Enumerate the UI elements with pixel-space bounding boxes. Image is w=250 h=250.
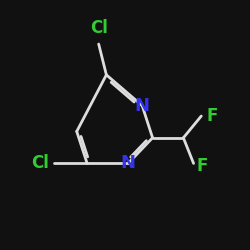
Text: F: F	[206, 107, 218, 125]
Text: Cl: Cl	[31, 154, 49, 172]
Text: N: N	[120, 154, 136, 172]
Text: F: F	[196, 157, 208, 175]
Text: N: N	[135, 97, 150, 115]
Text: Cl: Cl	[90, 19, 108, 37]
